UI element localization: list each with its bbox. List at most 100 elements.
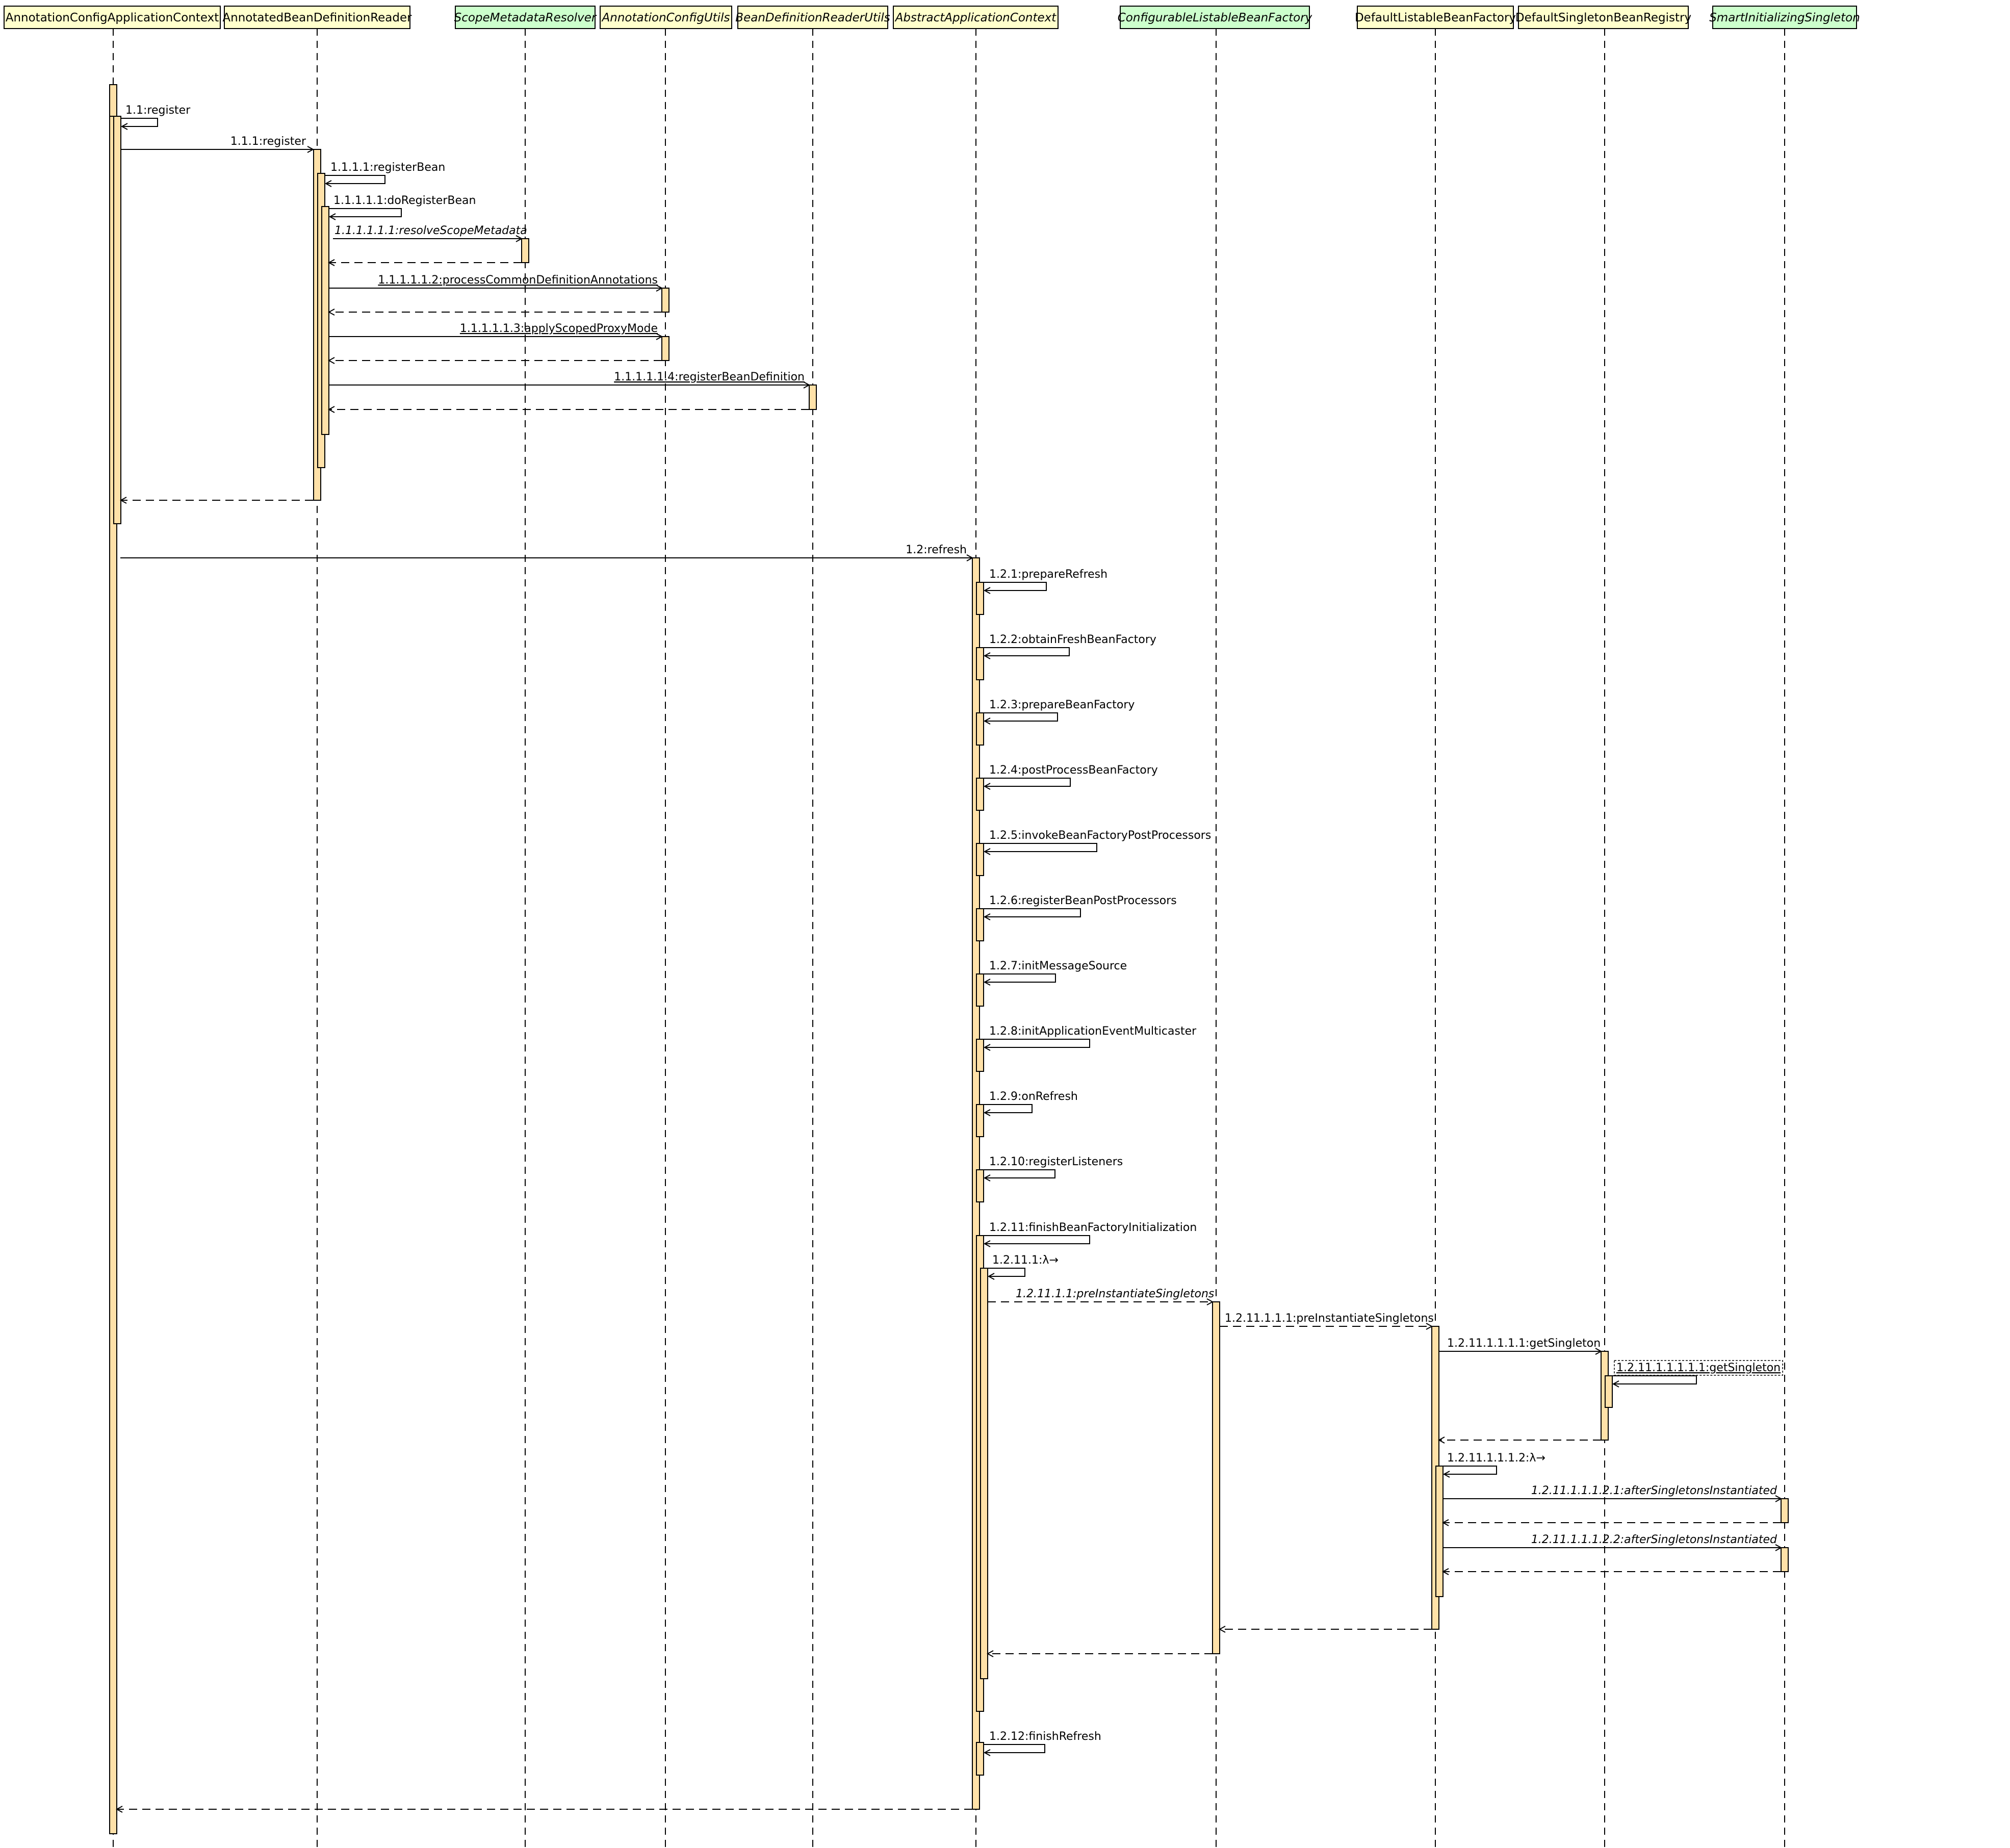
- message-label: 1.1.1.1:registerBean: [330, 161, 445, 174]
- message: 1.1.1:register: [120, 135, 313, 149]
- activation-bar: [1212, 1301, 1220, 1654]
- message-label: 1.2.9:onRefresh: [989, 1090, 1078, 1103]
- lifeline-name: ConfigurableListableBeanFactory: [1118, 11, 1312, 24]
- messages-layer: 1.1:register 1.1.1:register 1.1.1.1:regist…: [117, 104, 1783, 1809]
- message-label: 1.1:register: [125, 104, 191, 117]
- activation-bar: [521, 238, 529, 263]
- activation-bar: [976, 778, 984, 811]
- lifeline-name: ScopeMetadataResolver: [454, 11, 597, 24]
- self-message: 1.2.11.1.1.1.1.1:getSingleton: [1612, 1360, 1783, 1384]
- message-label: 1.2.11.1.1.1.1:getSingleton: [1447, 1337, 1601, 1350]
- headers-layer: AnnotationConfigApplicationContext Annota…: [4, 6, 1860, 29]
- message: 1.2.11.1.1.1.2.2:afterSingletonsInstanti…: [1443, 1533, 1781, 1548]
- lifeline-name: AnnotationConfigApplicationContext: [6, 11, 219, 24]
- message: 1.1.1.1.1.1:resolveScopeMetadata: [333, 224, 527, 239]
- activation-bar: [1435, 1466, 1444, 1597]
- self-message: 1.2.9:onRefresh: [984, 1090, 1078, 1113]
- self-message: 1.1:register: [121, 104, 191, 126]
- activation-bar: [1605, 1375, 1613, 1408]
- message-label: 1.2.12:finishRefresh: [989, 1730, 1101, 1743]
- message-label: 1.1.1.1.1.4:registerBeanDefinition: [614, 371, 805, 383]
- message: 1.1.1.1.1.4:registerBeanDefinition: [329, 371, 809, 385]
- self-message: 1.1.1.1:registerBean: [325, 161, 445, 184]
- lifeline-name: AnnotatedBeanDefinitionReader: [222, 11, 412, 24]
- message-label: 1.2.11.1.1.1.2:λ→: [1447, 1452, 1545, 1465]
- message-label: 1.2.11.1.1.1.2.1:afterSingletonsInstanti…: [1531, 1484, 1777, 1497]
- lifeline-header-clbf[interactable]: ConfigurableListableBeanFactory: [1118, 6, 1312, 29]
- message-label: 1.2.11.1.1.1:preInstantiateSingletons: [1225, 1312, 1434, 1325]
- lifeline-name: AbstractApplicationContext: [894, 11, 1057, 24]
- message-label: 1.1.1:register: [230, 135, 306, 148]
- activation-bar: [976, 1169, 984, 1202]
- message: 1.2.11.1.1.1.2.1:afterSingletonsInstanti…: [1443, 1484, 1781, 1499]
- activation-bar: [1781, 1498, 1789, 1523]
- message-label: 1.2.1:prepareRefresh: [989, 568, 1107, 581]
- message-label: 1.2.11.1.1:preInstantiateSingletons: [1016, 1288, 1214, 1300]
- lifeline-header-dsbr[interactable]: DefaultSingletonBeanRegistry: [1515, 6, 1691, 29]
- message-label: 1.1.1.1.1:doRegisterBean: [333, 194, 476, 207]
- activation-bar: [1781, 1547, 1789, 1572]
- self-message: 1.2.11.1:λ→: [988, 1254, 1059, 1276]
- lifeline-header-smr[interactable]: ScopeMetadataResolver: [454, 6, 597, 29]
- label-frame: [1614, 1360, 1783, 1376]
- message-label: 1.2.6:registerBeanPostProcessors: [989, 894, 1177, 907]
- activation-bar: [321, 206, 329, 435]
- self-message: 1.2.4:postProcessBeanFactory: [984, 764, 1158, 786]
- message: 1.2.11.1.1:preInstantiateSingletons: [988, 1288, 1214, 1302]
- lifeline-header-acac[interactable]: AnnotationConfigApplicationContext: [4, 6, 221, 29]
- message: 1.2:refresh: [120, 544, 972, 558]
- activation-bar: [976, 973, 984, 1007]
- activation-bar: [976, 1742, 984, 1776]
- message-label: 1.2.11.1.1.1.2.2:afterSingletonsInstanti…: [1531, 1533, 1777, 1546]
- message-label: 1.2.8:initApplicationEventMulticaster: [989, 1025, 1197, 1038]
- lifeline-header-aac[interactable]: AbstractApplicationContext: [893, 6, 1059, 29]
- message: 1.2.11.1.1.1:preInstantiateSingletons: [1220, 1312, 1434, 1326]
- self-message: 1.2.11:finishBeanFactoryInitialization: [984, 1221, 1197, 1244]
- activation-bar: [661, 288, 669, 313]
- activation-bar: [809, 384, 817, 410]
- activation-bar: [980, 1268, 988, 1679]
- lifeline-name: DefaultSingletonBeanRegistry: [1515, 11, 1691, 24]
- activation-bar: [976, 712, 984, 746]
- activation-bar: [661, 336, 669, 361]
- self-message: 1.2.1:prepareRefresh: [984, 568, 1107, 591]
- self-message: 1.2.12:finishRefresh: [984, 1730, 1101, 1753]
- lifeline-header-abdr[interactable]: AnnotatedBeanDefinitionReader: [222, 6, 412, 29]
- activation-bar: [976, 647, 984, 680]
- message: 1.1.1.1.1.2:processCommonDefinitionAnnot…: [329, 274, 662, 288]
- message-label: 1.2.7:initMessageSource: [989, 960, 1127, 972]
- message-label: 1.1.1.1.1.1:resolveScopeMetadata: [334, 224, 527, 237]
- message-label: 1.2.11.1:λ→: [992, 1254, 1059, 1267]
- message-label: 1.2.5:invokeBeanFactoryPostProcessors: [989, 829, 1211, 842]
- activations-layer: [109, 84, 1789, 1834]
- lifeline-header-dlbf[interactable]: DefaultListableBeanFactory: [1355, 6, 1516, 29]
- message-label: 1.1.1.1.1.3:applyScopedProxyMode: [460, 322, 658, 335]
- activation-bar: [976, 1104, 984, 1137]
- lifeline-name: BeanDefinitionReaderUtils: [735, 11, 890, 24]
- self-message: 1.2.6:registerBeanPostProcessors: [984, 894, 1177, 917]
- message: 1.1.1.1.1.3:applyScopedProxyMode: [329, 322, 662, 337]
- message-label: 1.2.11.1.1.1.1.1:getSingleton: [1616, 1362, 1781, 1374]
- message-label: 1.2:refresh: [906, 544, 967, 556]
- lifeline-name: AnnotationConfigUtils: [601, 11, 730, 24]
- self-message: 1.2.8:initApplicationEventMulticaster: [984, 1025, 1197, 1047]
- self-message: 1.2.7:initMessageSource: [984, 960, 1127, 982]
- activation-bar: [113, 116, 121, 524]
- lifelines-layer: [113, 29, 1785, 1848]
- lifeline-header-bdru[interactable]: BeanDefinitionReaderUtils: [735, 6, 890, 29]
- self-message: 1.2.11.1.1.1.2:λ→: [1443, 1452, 1545, 1474]
- activation-bar: [976, 1039, 984, 1072]
- message-label: 1.2.3:prepareBeanFactory: [989, 699, 1135, 711]
- lifeline-header-acu[interactable]: AnnotationConfigUtils: [600, 6, 732, 29]
- message: 1.2.11.1.1.1.1:getSingleton: [1439, 1337, 1601, 1351]
- message-label: 1.2.4:postProcessBeanFactory: [989, 764, 1158, 777]
- activation-bar: [976, 582, 984, 615]
- activation-bar: [976, 908, 984, 941]
- message-label: 1.2.2:obtainFreshBeanFactory: [989, 633, 1156, 646]
- self-message: 1.2.2:obtainFreshBeanFactory: [984, 633, 1156, 656]
- lifeline-header-sis[interactable]: SmartInitializingSingleton: [1709, 6, 1860, 29]
- self-message: 1.2.5:invokeBeanFactoryPostProcessors: [984, 829, 1211, 852]
- lifeline-name: DefaultListableBeanFactory: [1355, 11, 1516, 24]
- self-message: 1.2.10:registerListeners: [984, 1156, 1123, 1178]
